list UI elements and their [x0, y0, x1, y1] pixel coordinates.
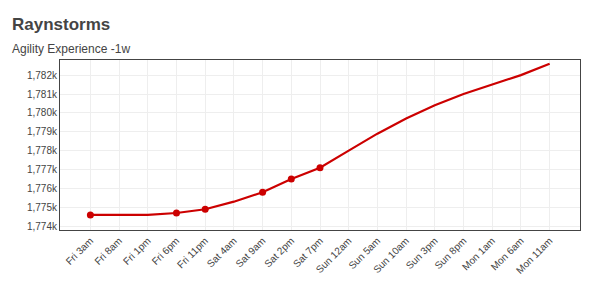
svg-text:Mon 1am: Mon 1am: [460, 235, 497, 272]
svg-text:Fri 1pm: Fri 1pm: [121, 235, 153, 267]
svg-text:Agility Experience -1w: Agility Experience -1w: [12, 42, 130, 56]
svg-text:1,778k: 1,778k: [27, 145, 58, 156]
svg-text:1,781k: 1,781k: [27, 89, 58, 100]
svg-text:Fri 11pm: Fri 11pm: [175, 235, 210, 270]
svg-text:1,779k: 1,779k: [27, 126, 58, 137]
svg-text:1,776k: 1,776k: [27, 183, 58, 194]
svg-text:Sun 12am: Sun 12am: [314, 235, 354, 275]
svg-text:Mon 11am: Mon 11am: [514, 235, 555, 276]
svg-text:Fri 8am: Fri 8am: [92, 235, 124, 267]
svg-text:1,780k: 1,780k: [27, 107, 58, 118]
svg-text:Sat 4am: Sat 4am: [205, 235, 239, 269]
svg-text:Sat 7pm: Sat 7pm: [291, 235, 325, 269]
svg-text:1,774k: 1,774k: [27, 221, 58, 232]
svg-text:Raynstorms: Raynstorms: [12, 15, 110, 34]
svg-text:Sat 2pm: Sat 2pm: [262, 235, 296, 269]
svg-text:Sun 8pm: Sun 8pm: [432, 235, 468, 271]
svg-text:Fri 3am: Fri 3am: [64, 235, 96, 267]
svg-text:Sun 10am: Sun 10am: [371, 235, 411, 275]
svg-text:Sun 5am: Sun 5am: [346, 235, 382, 271]
svg-text:Mon 6am: Mon 6am: [489, 235, 526, 272]
svg-text:1,775k: 1,775k: [27, 202, 58, 213]
svg-text:1,777k: 1,777k: [27, 164, 58, 175]
svg-text:Sun 3pm: Sun 3pm: [404, 235, 440, 271]
svg-text:Fri 6pm: Fri 6pm: [150, 235, 182, 267]
svg-text:1,782k: 1,782k: [27, 70, 58, 81]
svg-text:Sat 9am: Sat 9am: [233, 235, 267, 269]
